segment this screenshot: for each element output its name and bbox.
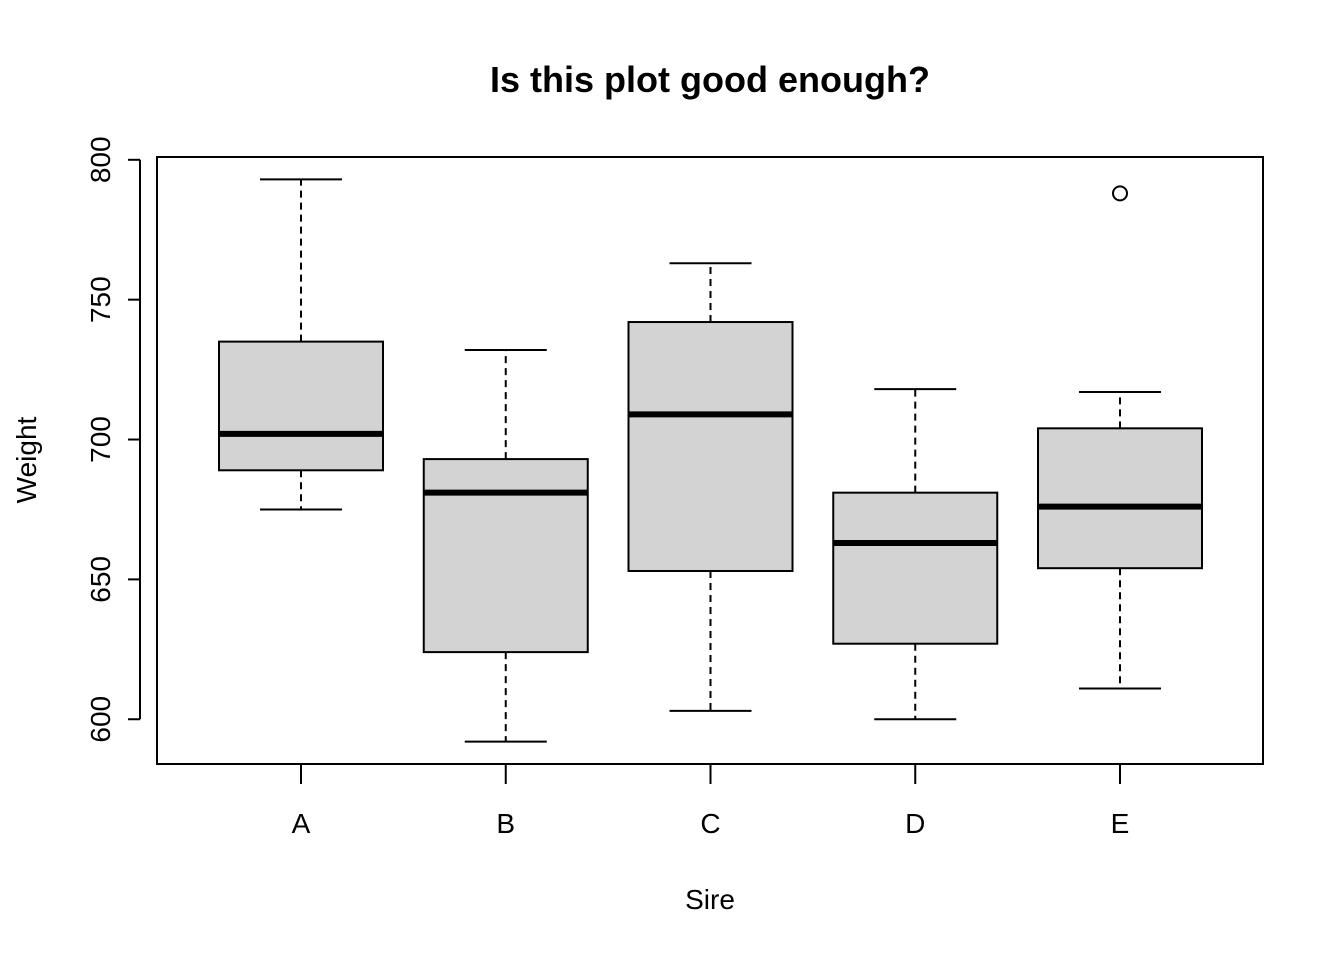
x-tick-label-A: A	[292, 808, 311, 839]
box-D	[832, 388, 999, 721]
y-tick-label-800: 800	[85, 136, 116, 183]
x-axis: A B C D E	[292, 764, 1130, 839]
y-axis-label: Weight	[11, 416, 42, 503]
chart-title: Is this plot good enough?	[490, 59, 930, 100]
outlier-E-0	[1112, 185, 1128, 202]
y-tick-label-700: 700	[85, 416, 116, 463]
iqr-box-A	[218, 340, 384, 472]
x-tick-label-B: B	[496, 808, 515, 839]
iqr-box-B	[422, 458, 589, 654]
y-tick-label-650: 650	[85, 556, 116, 603]
y-axis: 600 650 700 750 800	[85, 136, 141, 743]
iqr-box-D	[832, 491, 999, 645]
box-A	[218, 178, 384, 511]
x-tick-label-C: C	[700, 808, 720, 839]
box-E	[1037, 185, 1203, 690]
box-B	[422, 349, 589, 743]
x-tick-label-D: D	[905, 808, 925, 839]
x-axis-label: Sire	[685, 884, 735, 915]
boxes-group	[218, 178, 1203, 743]
iqr-box-E	[1037, 427, 1203, 570]
y-tick-label-600: 600	[85, 696, 116, 743]
x-tick-label-E: E	[1111, 808, 1130, 839]
y-tick-label-750: 750	[85, 276, 116, 323]
iqr-box-C	[627, 321, 794, 572]
box-C	[627, 262, 794, 712]
